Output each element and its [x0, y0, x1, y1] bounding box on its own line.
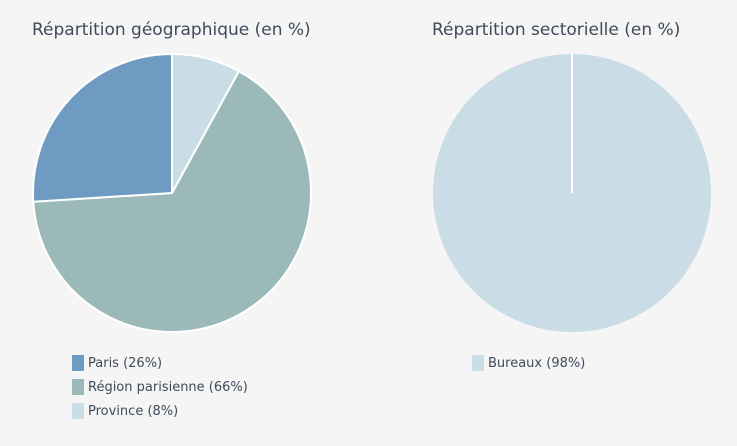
chart-title: Répartition géographique (en %) — [32, 20, 311, 40]
legend-label: Bureaux (98%) — [488, 355, 586, 371]
chart-legend: Bureaux (98%) — [472, 351, 585, 375]
legend-item: Paris (26%) — [72, 351, 248, 375]
legend-swatch — [472, 355, 484, 371]
legend-swatch — [72, 403, 84, 419]
pie-chart — [433, 54, 711, 332]
legend-label: Province (8%) — [88, 403, 179, 419]
legend-item: Province (8%) — [72, 399, 248, 423]
geographic-chart-panel: Répartition géographique (en %) Paris (2… — [0, 0, 368, 446]
legend-swatch — [72, 355, 84, 371]
legend-item: Région parisienne (66%) — [72, 375, 248, 399]
chart-legend: Paris (26%) Région parisienne (66%) Provin… — [72, 351, 248, 423]
pie-slice — [32, 70, 312, 333]
pie-chart — [31, 53, 312, 333]
pie-slice — [31, 53, 173, 203]
legend-item: Bureaux (98%) — [472, 351, 585, 375]
legend-label: Paris (26%) — [88, 355, 163, 371]
legend-swatch — [72, 379, 84, 395]
legend-label: Région parisienne (66%) — [88, 379, 248, 395]
chart-title: Répartition sectorielle (en %) — [432, 20, 681, 40]
sectoral-chart-panel: Répartition sectorielle (en %) Bureaux (… — [400, 0, 737, 446]
